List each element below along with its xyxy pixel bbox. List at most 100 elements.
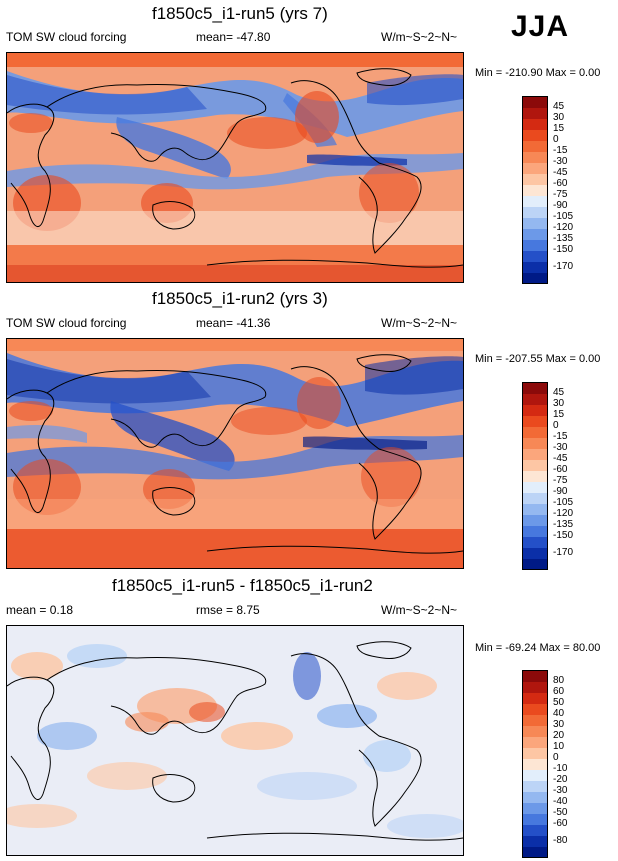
colorbar-swatch [523, 174, 547, 185]
panel-2-map [6, 338, 464, 569]
colorbar-swatch [523, 515, 547, 526]
colorbar-swatch [523, 836, 547, 847]
tick-label: -75 [553, 189, 568, 200]
panel-3-minmax: Min = -69.24 Max = 80.00 [475, 642, 601, 654]
panel-2-colorbar [522, 382, 548, 570]
colorbar-swatch [523, 405, 547, 416]
tick-label: 45 [553, 101, 565, 112]
tick-label: -90 [553, 486, 568, 497]
colorbar-swatch [523, 715, 547, 726]
panel-2-title: f1850c5_i1-run2 (yrs 3) [152, 289, 328, 308]
tick-label: -135 [553, 233, 574, 244]
panel-1-units: W/m~S~2~N~ [381, 30, 458, 44]
panel-3-rmse: rmse = 8.75 [196, 603, 260, 617]
tick-label: -120 [553, 508, 574, 519]
colorbar-swatch [523, 548, 547, 559]
colorbar-swatch [523, 847, 547, 857]
colorbar-swatch [523, 682, 547, 693]
tick-label: -40 [553, 796, 568, 807]
colorbar-swatch [523, 163, 547, 174]
colorbar-swatch [523, 671, 547, 682]
colorbar-swatch [523, 427, 547, 438]
colorbar-swatch [523, 185, 547, 196]
tick-label: 0 [553, 134, 559, 145]
tick-label: 80 [553, 675, 565, 686]
colorbar-swatch [523, 704, 547, 715]
colorbar-swatch [523, 108, 547, 119]
colorbar-swatch [523, 218, 547, 229]
tick-label: -105 [553, 497, 574, 508]
colorbar-swatch [523, 781, 547, 792]
coastlines [7, 68, 463, 268]
panel-1-minmax: Min = -210.90 Max = 0.00 [475, 67, 601, 79]
colorbar-swatch [523, 196, 547, 207]
colorbar-swatch [523, 726, 547, 737]
tick-label: -105 [553, 211, 574, 222]
colorbar-swatch [523, 693, 547, 704]
colorbar-swatch [523, 526, 547, 537]
tick-label: -75 [553, 475, 568, 486]
colorbar-swatch [523, 273, 547, 283]
panel-3-map [6, 625, 464, 856]
tick-label: -60 [553, 818, 568, 829]
colorbar-swatch [523, 207, 547, 218]
colorbar-swatch [523, 803, 547, 814]
tick-label: 10 [553, 741, 565, 752]
tick-label: 30 [553, 112, 565, 123]
tick-label: -60 [553, 464, 568, 475]
tick-label: -120 [553, 222, 574, 233]
coastlines [7, 641, 463, 841]
tick-label: -90 [553, 200, 568, 211]
tick-label: -170 [553, 261, 574, 272]
tick-label: 15 [553, 409, 565, 420]
tick-label: -15 [553, 145, 568, 156]
tick-label: 0 [553, 752, 559, 763]
colorbar-swatch [523, 97, 547, 108]
tick-label: -30 [553, 156, 568, 167]
tick-label: -15 [553, 431, 568, 442]
colorbar-swatch [523, 229, 547, 240]
tick-label: 50 [553, 697, 565, 708]
tick-label: 45 [553, 387, 565, 398]
colorbar-swatch [523, 438, 547, 449]
colorbar-swatch [523, 482, 547, 493]
tick-label: -10 [553, 763, 568, 774]
panel-2-variable: TOM SW cloud forcing [6, 316, 127, 330]
panel-1-colorbar [522, 96, 548, 284]
colorbar-swatch [523, 141, 547, 152]
tick-label: 40 [553, 708, 565, 719]
colorbar-swatch [523, 792, 547, 803]
tick-label: -45 [553, 167, 568, 178]
tick-label: 15 [553, 123, 565, 134]
season-label: JJA [511, 10, 570, 43]
colorbar-swatch [523, 825, 547, 836]
colorbar-swatch [523, 251, 547, 262]
tick-label: -60 [553, 178, 568, 189]
colorbar-swatch [523, 537, 547, 548]
colorbar-swatch [523, 449, 547, 460]
tick-label: -150 [553, 530, 574, 541]
colorbar-swatch [523, 471, 547, 482]
colorbar-swatch [523, 394, 547, 405]
colorbar-swatch [523, 504, 547, 515]
colorbar-swatch [523, 748, 547, 759]
colorbar-swatch [523, 759, 547, 770]
colorbar-swatch [523, 559, 547, 569]
tick-label: -80 [553, 835, 568, 846]
panel-3-colorbar [522, 670, 548, 858]
panel-3-title: f1850c5_i1-run5 - f1850c5_i1-run2 [112, 576, 373, 595]
tick-label: -135 [553, 519, 574, 530]
tick-label: -50 [553, 807, 568, 818]
panel-1-variable: TOM SW cloud forcing [6, 30, 127, 44]
colorbar-swatch [523, 770, 547, 781]
colorbar-swatch [523, 240, 547, 251]
tick-label: -170 [553, 547, 574, 558]
tick-label: -30 [553, 442, 568, 453]
panel-2-minmax: Min = -207.55 Max = 0.00 [475, 353, 601, 365]
colorbar-swatch [523, 383, 547, 394]
panel-1-title: f1850c5_i1-run5 (yrs 7) [152, 4, 328, 23]
tick-label: -30 [553, 785, 568, 796]
panel-3-units: W/m~S~2~N~ [381, 603, 458, 617]
colorbar-swatch [523, 119, 547, 130]
colorbar-swatch [523, 737, 547, 748]
